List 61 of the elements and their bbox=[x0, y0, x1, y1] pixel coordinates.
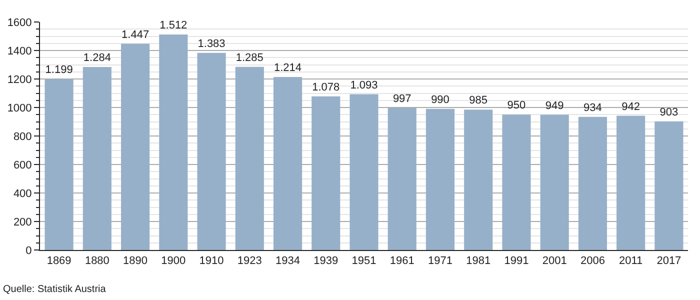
x-tick-label: 1910 bbox=[199, 255, 224, 268]
bar bbox=[159, 34, 188, 250]
bar bbox=[388, 108, 416, 250]
y-tick-label: 800 bbox=[13, 130, 32, 143]
x-tick-label: 1869 bbox=[46, 255, 72, 268]
y-tick-label: 1400 bbox=[7, 45, 32, 58]
bar bbox=[312, 96, 340, 250]
data-label: 1.078 bbox=[312, 81, 340, 94]
data-label: 1.214 bbox=[274, 62, 302, 74]
x-tick-label: 1971 bbox=[428, 255, 452, 268]
x-tick-label: 1880 bbox=[84, 255, 110, 268]
bar bbox=[44, 79, 74, 250]
y-tick-label: 600 bbox=[13, 159, 32, 172]
y-tick-label: 400 bbox=[13, 188, 32, 200]
bar bbox=[273, 77, 302, 250]
x-tick-label: 2006 bbox=[580, 255, 605, 268]
bar bbox=[197, 52, 226, 250]
data-label: 1.093 bbox=[350, 79, 378, 92]
bar bbox=[121, 44, 150, 250]
data-label: 903 bbox=[660, 106, 678, 118]
x-tick-label: 1900 bbox=[161, 255, 186, 268]
data-label: 950 bbox=[507, 100, 526, 112]
bar bbox=[578, 116, 607, 250]
x-tick-label: 2017 bbox=[656, 255, 682, 268]
bar bbox=[350, 94, 378, 250]
bar bbox=[616, 116, 646, 250]
data-label: 997 bbox=[392, 92, 412, 105]
data-label: 1.512 bbox=[160, 20, 188, 32]
x-tick-label: 2011 bbox=[618, 255, 643, 268]
data-label: 1.383 bbox=[198, 38, 226, 50]
data-label: 1.285 bbox=[236, 52, 264, 64]
x-tick-label: 1939 bbox=[314, 255, 338, 268]
x-tick-label: 1981 bbox=[466, 255, 491, 268]
y-tick-label: 1200 bbox=[7, 74, 32, 86]
x-tick-label: 1934 bbox=[276, 255, 300, 268]
bar bbox=[235, 66, 264, 250]
y-tick-label: 1600 bbox=[7, 16, 32, 29]
data-label: 942 bbox=[622, 100, 640, 113]
bar bbox=[464, 110, 493, 250]
bar bbox=[540, 114, 569, 250]
y-tick-label: 200 bbox=[13, 216, 32, 228]
data-label: 949 bbox=[545, 100, 564, 112]
x-tick-label: 1951 bbox=[352, 255, 376, 268]
data-label: 1.447 bbox=[122, 28, 150, 41]
data-label: 985 bbox=[469, 94, 488, 107]
x-tick-label: 2001 bbox=[542, 255, 567, 268]
y-tick-label: 1000 bbox=[7, 102, 32, 114]
source-note: Quelle: Statistik Austria bbox=[3, 284, 106, 295]
data-label: 1.199 bbox=[45, 64, 73, 76]
data-label: 990 bbox=[431, 94, 450, 106]
x-tick-label: 1923 bbox=[237, 255, 262, 268]
data-label: 1.284 bbox=[83, 52, 111, 64]
data-label: 934 bbox=[584, 102, 602, 114]
bar bbox=[426, 108, 455, 250]
x-tick-label: 1991 bbox=[504, 255, 529, 268]
y-tick-label: 0 bbox=[26, 244, 32, 257]
bar bbox=[82, 67, 112, 250]
bar bbox=[654, 121, 684, 250]
x-tick-label: 1961 bbox=[390, 255, 414, 268]
bar bbox=[502, 114, 531, 250]
x-tick-label: 1890 bbox=[123, 255, 148, 268]
